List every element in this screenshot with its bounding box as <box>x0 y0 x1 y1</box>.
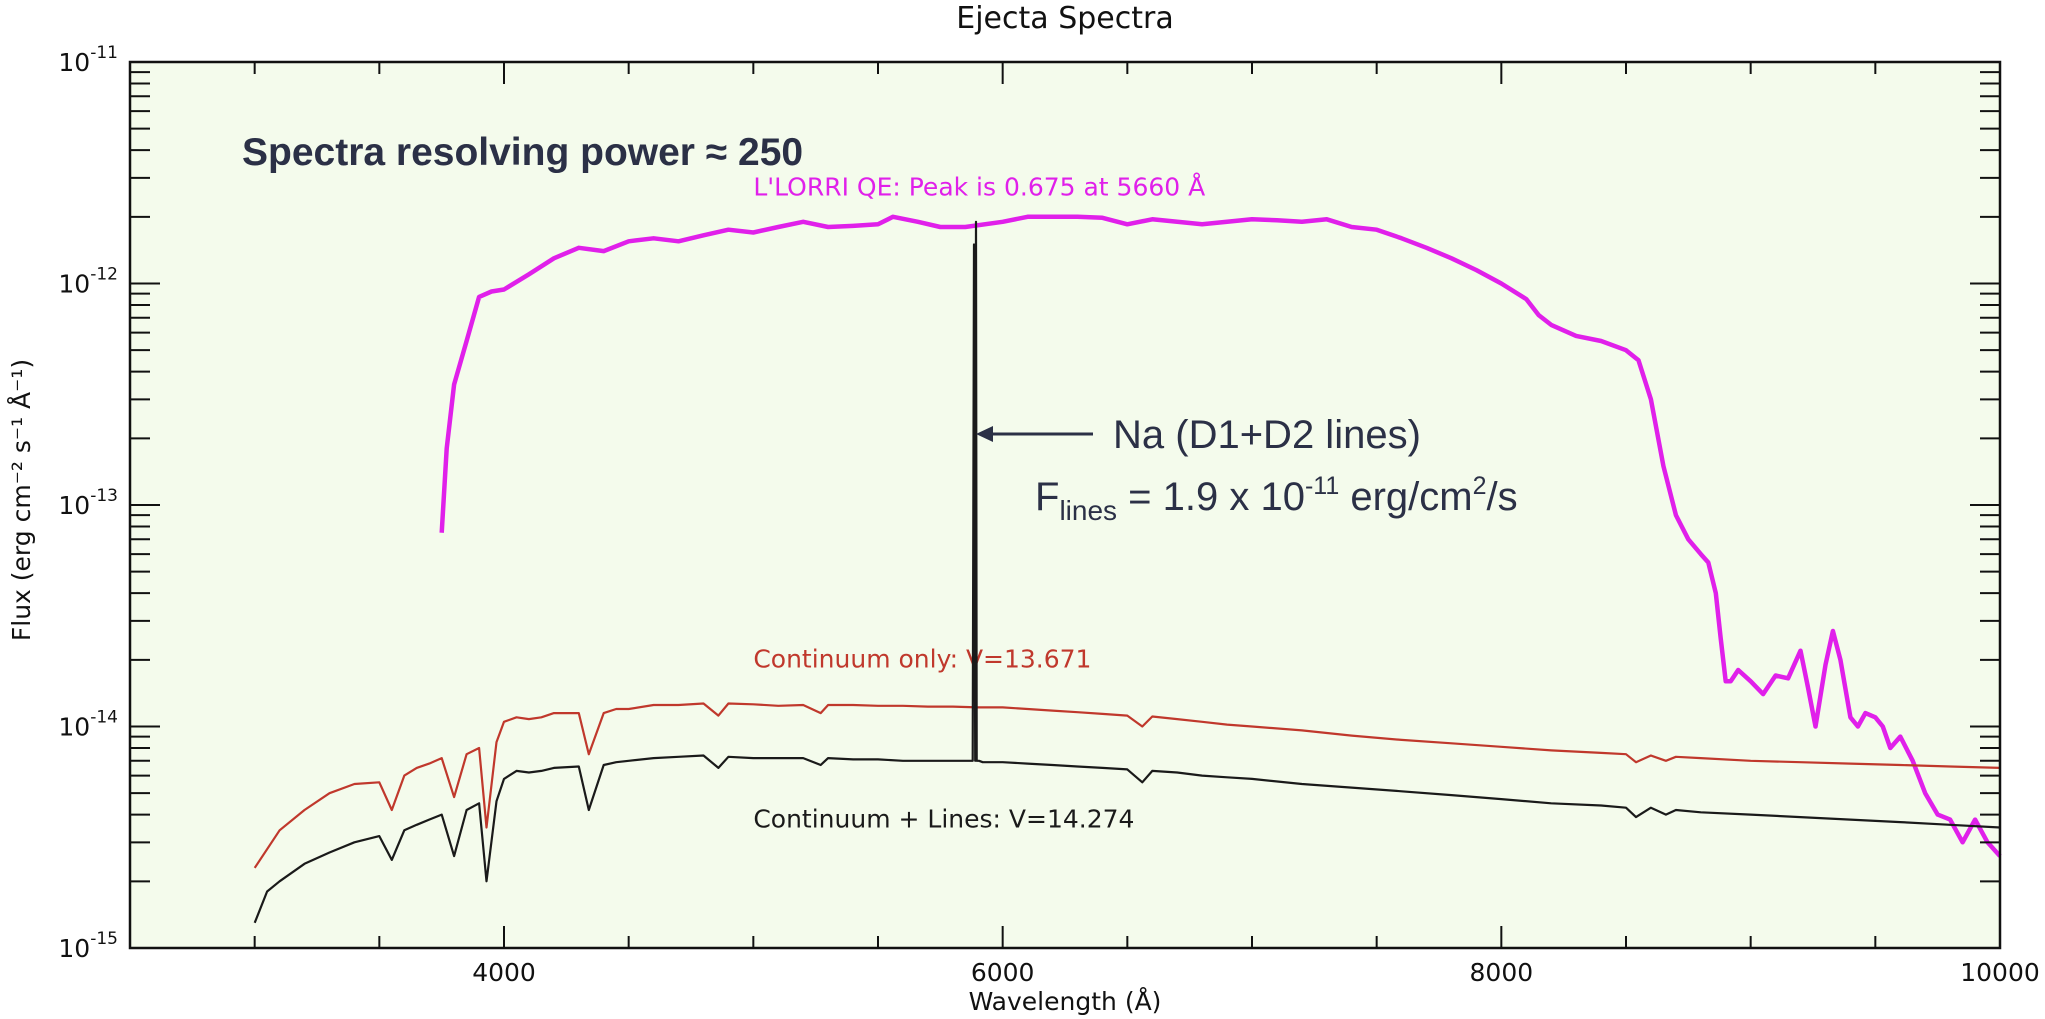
line-flux-annotation: Flines = 1.9 x 10-11 erg/cm2/s <box>1035 472 1518 526</box>
y-axis-title: Flux (erg cm⁻² s⁻¹ Å⁻¹) <box>7 359 36 641</box>
na-lines-label: Na (D1+D2 lines) <box>1113 413 1421 457</box>
series-label-3: Continuum + Lines: V=14.274 <box>753 804 1134 833</box>
y-tick-label: 10-11 <box>58 43 118 77</box>
series-line-1 <box>439 214 2002 858</box>
series-layer: L'LORRI QE: Peak is 0.675 at 5660 Å Conti… <box>253 172 2002 924</box>
tick-layer: 4000 6000 8000 10000 10-15 10-14 10-13 10-12 10-… <box>58 43 2039 987</box>
series-label-1: L'LORRI QE: Peak is 0.675 at 5660 Å <box>753 172 1205 201</box>
x-tick-label: 6000 <box>971 958 1035 987</box>
y-tick-label: 10-14 <box>58 708 118 742</box>
y-tick-label: 10-12 <box>58 265 118 299</box>
resolving-power-annotation: Spectra resolving power ≈ 250 <box>242 131 803 174</box>
na-arrow <box>976 426 1093 442</box>
series-label-2: Continuum only: V=13.671 <box>753 644 1091 673</box>
chart-title: Ejecta Spectra <box>956 1 1173 36</box>
x-tick-label: 10000 <box>1960 958 2040 987</box>
series-line-3 <box>253 220 2001 924</box>
x-tick-label: 4000 <box>472 958 536 987</box>
series-line-2 <box>253 702 2001 869</box>
x-tick-label: 8000 <box>1470 958 1534 987</box>
y-tick-label: 10-13 <box>58 486 118 520</box>
y-tick-label: 10-15 <box>58 929 118 963</box>
x-axis-title: Wavelength (Å) <box>969 987 1162 1016</box>
